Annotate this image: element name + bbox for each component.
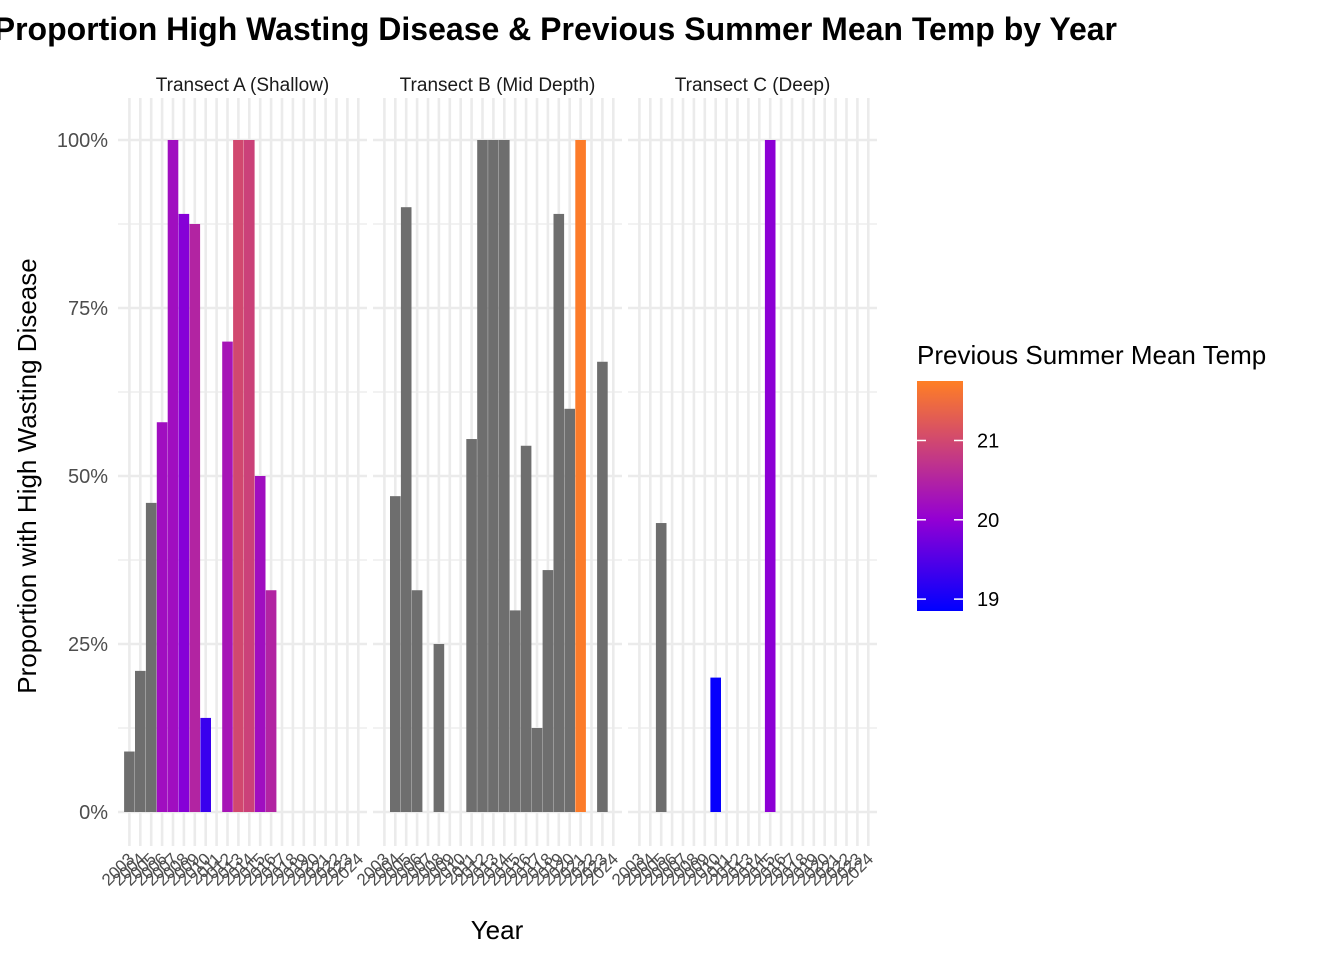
bar	[488, 140, 499, 812]
bar	[564, 408, 575, 812]
y-tick-label: 75%	[68, 298, 108, 320]
legend-colorbar	[917, 381, 963, 611]
legend-ticks: 19 20 21	[917, 430, 999, 611]
facet-strip-label: Transect B (Mid Depth)	[400, 75, 596, 96]
bar	[597, 361, 608, 812]
y-tick-label: 100%	[57, 130, 108, 152]
facet-panel: Transect A (Shallow)20032004200520062007…	[98, 75, 367, 890]
legend-tick-label: 21	[977, 430, 999, 452]
bar	[178, 213, 190, 813]
bar	[433, 644, 445, 812]
bar	[254, 476, 266, 812]
bar	[244, 140, 255, 812]
bar	[509, 610, 521, 812]
bar	[200, 717, 211, 812]
bar	[124, 751, 135, 812]
facet-strip-label: Transect A (Shallow)	[156, 75, 330, 96]
bar	[553, 213, 565, 813]
bar	[411, 590, 423, 812]
bar	[400, 207, 412, 812]
bar	[167, 140, 179, 812]
facet-strip-label: Transect C (Deep)	[675, 75, 831, 96]
facet-panel: Transect C (Deep)20032004200520062007200…	[608, 75, 877, 890]
bar	[575, 140, 586, 812]
bar	[655, 523, 667, 812]
y-tick-label: 0%	[79, 802, 108, 824]
bar	[477, 140, 488, 812]
bar	[499, 140, 510, 812]
bar	[542, 570, 554, 812]
y-tick-label: 50%	[68, 466, 108, 488]
bar	[466, 439, 477, 812]
bar	[710, 677, 721, 812]
y-axis: 0% 25% 50% 75% 100%	[57, 130, 108, 824]
bar	[135, 670, 146, 812]
bar	[156, 422, 168, 812]
bar	[531, 728, 543, 812]
legend-tick-label: 20	[977, 510, 999, 532]
bar	[145, 502, 157, 812]
legend-title: Previous Summer Mean Temp	[917, 340, 1266, 370]
facet-panel: Transect B (Mid Depth)200320042005200620…	[353, 75, 622, 890]
legend: Previous Summer Mean Temp 19 20 21	[917, 340, 1266, 611]
y-axis-title: Proportion with High Wasting Disease	[12, 258, 42, 693]
bar	[265, 590, 277, 812]
bar	[520, 445, 532, 812]
bar	[764, 140, 776, 812]
bar	[390, 496, 401, 812]
x-axis-title: Year	[471, 915, 524, 945]
bar	[222, 341, 233, 812]
bar	[233, 140, 244, 812]
chart-title: Proportion High Wasting Disease & Previo…	[0, 11, 1117, 47]
legend-tick-label: 19	[977, 589, 999, 611]
y-tick-label: 25%	[68, 634, 108, 656]
bar	[189, 224, 201, 812]
facet-panels: Transect A (Shallow)20032004200520062007…	[98, 75, 877, 890]
